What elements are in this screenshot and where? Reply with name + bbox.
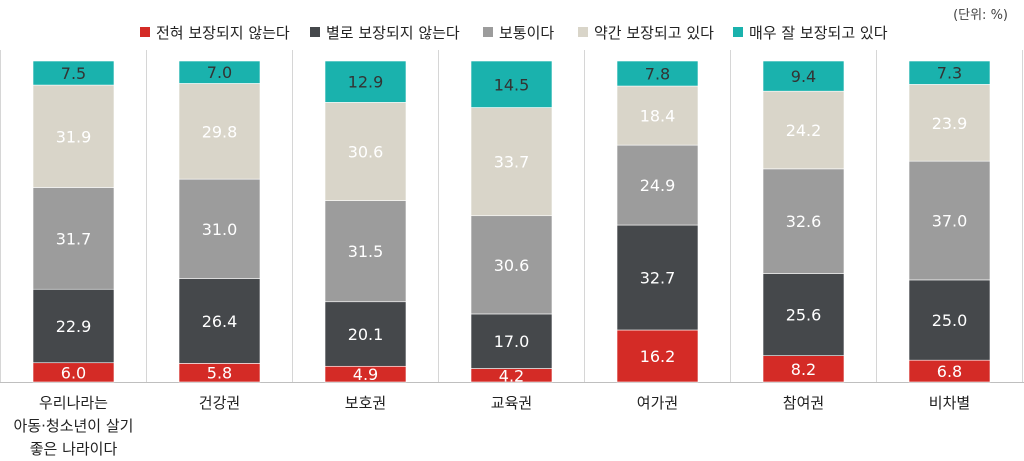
value-label-1-1: 26.4 [202, 312, 238, 331]
bar-segment-1-3 [178, 83, 261, 180]
bar-segment-0-4 [32, 60, 115, 86]
bar-segment-0-2 [32, 187, 115, 290]
value-label-1-2: 31.0 [202, 220, 238, 239]
value-label-3-4: 14.5 [494, 75, 530, 94]
value-label-0-3: 31.9 [56, 127, 92, 146]
value-label-2-3: 30.6 [348, 143, 384, 162]
legend-item-0: 전혀 보장되지 않는다 [140, 20, 290, 44]
legend: 전혀 보장되지 않는다 별로 보장되지 않는다 보통이다 약간 보장되고 있다 매우 잘… [0, 20, 1024, 44]
value-label-6-0: 6.8 [937, 362, 962, 381]
bar-segment-5-3 [762, 90, 845, 170]
value-label-3-0: 4.2 [499, 366, 524, 385]
x-tick-label-line: 비차별 [928, 394, 971, 412]
legend-item-1: 별로 보장되지 않는다 [310, 20, 460, 44]
x-tick-label-5: 참여권 [739, 392, 869, 415]
bar-segment-4-2 [616, 144, 699, 226]
value-label-6-4: 7.3 [937, 64, 962, 83]
value-label-3-3: 33.7 [494, 153, 530, 172]
bar-segment-3-1 [470, 313, 553, 369]
bar-segment-1-2 [178, 178, 261, 279]
bar-segment-2-2 [324, 200, 407, 303]
legend-swatch [310, 27, 320, 37]
legend-swatch [483, 27, 493, 37]
legend-swatch [578, 27, 588, 37]
x-tick-label-line: 우리나라는 [38, 394, 108, 412]
value-label-5-0: 8.2 [791, 360, 816, 379]
bar-segment-4-4 [616, 60, 699, 87]
x-tick-label-line: 교육권 [490, 394, 533, 412]
value-label-6-1: 25.0 [932, 311, 968, 330]
x-tick-label-3: 교육권 [447, 392, 577, 415]
x-tick-label-1: 건강권 [155, 392, 285, 415]
x-tick-label-4: 여가권 [593, 392, 723, 415]
bar-segment-3-4 [470, 60, 553, 108]
x-tick-label-2: 보호권 [301, 392, 431, 415]
legend-label: 별로 보장되지 않는다 [326, 23, 460, 42]
bar-segment-4-1 [616, 224, 699, 331]
x-tick-label-line: 좋은 나라이다 [29, 440, 118, 458]
bar-segment-5-4 [762, 60, 845, 92]
value-label-2-4: 12.9 [348, 73, 384, 92]
legend-label: 약간 보장되고 있다 [594, 23, 714, 42]
bar-segment-0-1 [32, 288, 115, 364]
value-label-0-1: 22.9 [56, 317, 92, 336]
unit-label: (단위: %) [953, 8, 1008, 23]
bar-segment-5-0 [762, 355, 845, 383]
value-label-5-3: 24.2 [786, 121, 822, 140]
legend-item-3: 약간 보장되고 있다 [578, 20, 714, 44]
legend-item-4: 매우 잘 보장되고 있다 [733, 20, 888, 44]
value-label-5-2: 32.6 [786, 212, 822, 231]
value-label-0-4: 7.5 [61, 64, 86, 83]
value-label-0-0: 6.0 [61, 363, 86, 382]
value-label-4-4: 7.8 [645, 65, 670, 84]
bar-segment-2-3 [324, 102, 407, 201]
bar-segment-4-3 [616, 85, 699, 146]
value-label-3-2: 30.6 [494, 256, 530, 275]
bar-segment-3-2 [470, 215, 553, 315]
value-label-1-4: 7.0 [207, 63, 232, 82]
bar-segment-6-2 [908, 160, 991, 281]
bar-segment-6-3 [908, 84, 991, 162]
x-tick-label-line: 보호권 [344, 394, 387, 412]
value-label-4-0: 16.2 [640, 347, 676, 366]
value-label-5-4: 9.4 [791, 67, 816, 86]
bar-segment-5-1 [762, 273, 845, 356]
value-label-5-1: 25.6 [786, 306, 822, 325]
value-label-2-1: 20.1 [348, 325, 384, 344]
bar-segment-2-1 [324, 301, 407, 367]
value-label-0-2: 31.7 [56, 229, 92, 248]
bar-segment-6-4 [908, 60, 991, 85]
x-tick-label-6: 비차별 [885, 392, 1015, 415]
value-label-6-2: 37.0 [932, 212, 968, 231]
x-tick-label-line: 여가권 [636, 394, 679, 412]
bar-segment-0-3 [32, 84, 115, 188]
value-label-1-3: 29.8 [202, 122, 238, 141]
value-label-6-3: 23.9 [932, 114, 968, 133]
value-label-2-2: 31.5 [348, 242, 384, 261]
value-label-4-2: 24.9 [640, 176, 676, 195]
x-tick-label-line: 아동·청소년이 살기 [13, 417, 134, 435]
x-tick-label-line: 참여권 [782, 394, 825, 412]
bar-segment-5-2 [762, 168, 845, 274]
legend-label: 매우 잘 보장되고 있다 [749, 23, 888, 42]
bar-segment-1-1 [178, 278, 261, 364]
bar-segment-6-1 [908, 279, 991, 361]
value-label-3-1: 17.0 [494, 332, 530, 351]
bar-segment-3-3 [470, 107, 553, 217]
value-label-4-1: 32.7 [640, 269, 676, 288]
value-label-1-0: 5.8 [207, 364, 232, 383]
legend-swatch [140, 27, 150, 37]
bar-segment-1-4 [178, 60, 261, 84]
bar-segment-2-4 [324, 60, 407, 103]
x-tick-label-line: 건강권 [198, 394, 241, 412]
legend-label: 보통이다 [499, 23, 555, 42]
value-label-4-3: 18.4 [640, 107, 676, 126]
legend-label: 전혀 보장되지 않는다 [156, 23, 290, 42]
bar-segment-4-0 [616, 329, 699, 383]
legend-swatch [733, 27, 743, 37]
legend-item-2: 보통이다 [483, 20, 554, 44]
value-label-2-0: 4.9 [353, 365, 378, 384]
